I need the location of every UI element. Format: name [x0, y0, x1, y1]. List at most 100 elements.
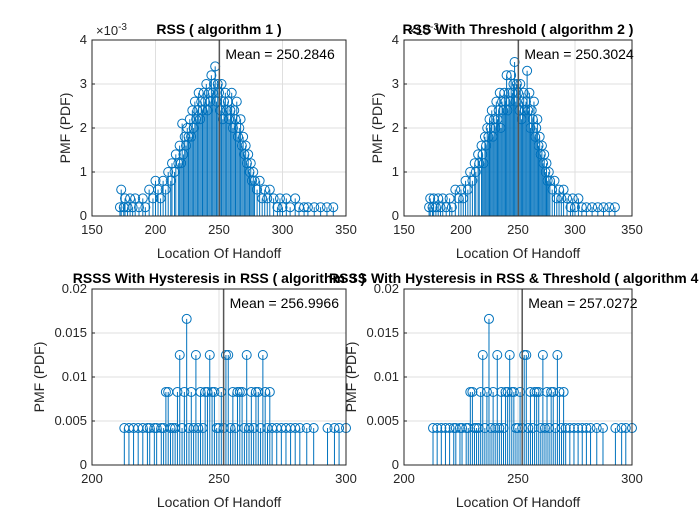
x-axis-label: Location Of Handoff: [456, 494, 580, 510]
stem-marker: [225, 423, 236, 434]
stem-marker: [160, 184, 171, 195]
stem-marker: [160, 386, 171, 397]
stem-marker: [492, 350, 503, 360]
x-tick-label: 250: [507, 471, 529, 486]
stem-marker: [496, 386, 507, 397]
stem-marker: [549, 175, 560, 186]
stem-marker: [585, 423, 596, 434]
y-tick-label: 0.01: [374, 369, 399, 384]
stem-marker: [537, 350, 548, 360]
stem-marker: [257, 350, 268, 360]
y-tick-label: 3: [80, 76, 87, 91]
stem-marker: [477, 350, 488, 360]
stem-marker: [502, 386, 513, 397]
stem-marker: [552, 350, 563, 360]
stem-marker: [533, 386, 544, 397]
stem-marker: [560, 423, 571, 434]
x-tick-label: 300: [621, 471, 643, 486]
x-tick-label: 250: [208, 222, 230, 237]
stem-marker: [208, 79, 219, 89]
stem-marker: [216, 79, 227, 89]
stem-marker: [495, 123, 506, 133]
stem-marker: [253, 386, 264, 397]
stem-marker: [147, 193, 158, 204]
subplot-title: RSS With Threshold ( algorithm 2 ): [403, 21, 634, 37]
stem-marker: [562, 193, 573, 204]
stem-marker: [463, 423, 474, 434]
x-tick-label: 150: [393, 222, 415, 237]
stem-marker: [450, 423, 461, 434]
stem-marker: [616, 423, 627, 434]
stem-marker: [450, 184, 461, 195]
y-tick-label: 0.02: [62, 281, 87, 296]
y-axis-label: PMF (PDF): [57, 93, 73, 164]
stem-marker: [264, 386, 275, 397]
stem-marker: [216, 386, 227, 397]
stem-marker: [277, 202, 288, 213]
stem-marker: [151, 423, 162, 434]
x-tick-label: 200: [450, 222, 472, 237]
stem-marker: [573, 423, 584, 434]
stem-marker: [264, 184, 275, 195]
y-axis-label: PMF (PDF): [369, 93, 385, 164]
stem-marker: [155, 193, 166, 204]
stem-marker: [556, 423, 567, 434]
stem-marker: [209, 386, 220, 397]
stem-marker: [581, 202, 592, 213]
stem-marker: [620, 423, 631, 434]
stem-marker: [169, 167, 180, 177]
y-tick-label: 1: [392, 164, 399, 179]
stem-marker: [498, 423, 509, 434]
stem-marker: [576, 202, 587, 213]
stem-marker: [473, 423, 484, 434]
y-tick-label: 0: [392, 457, 399, 472]
stem-marker: [462, 184, 473, 195]
y-tick-label: 3: [392, 76, 399, 91]
stem-marker: [568, 423, 579, 434]
stem-marker: [432, 423, 443, 434]
stem-marker: [133, 202, 144, 213]
axes-box: [91, 288, 347, 466]
stem-marker: [501, 70, 512, 81]
subplot-title: RSS ( algorithm 1 ): [156, 21, 281, 37]
stem-marker: [475, 386, 486, 397]
stem-marker: [190, 350, 201, 360]
stem-marker: [204, 350, 215, 360]
y-axis-label: PMF (PDF): [31, 342, 47, 413]
stem-marker: [172, 386, 183, 397]
stem-marker: [535, 423, 546, 434]
stem-marker: [504, 350, 515, 360]
stem-marker: [290, 423, 301, 434]
stem-marker: [592, 202, 603, 213]
stem-marker: [610, 423, 621, 434]
mean-label: Mean = 250.3024: [524, 46, 634, 62]
y-tick-label: 0.02: [374, 281, 399, 296]
axes-box: [403, 288, 633, 466]
stem-marker: [550, 423, 561, 434]
stem-marker: [144, 423, 155, 434]
y-tick-label: 4: [392, 32, 399, 47]
stem-marker: [577, 423, 588, 434]
x-tick-label: 300: [335, 471, 357, 486]
stem-marker: [246, 386, 257, 397]
y-tick-label: 0.015: [54, 325, 87, 340]
stem-marker: [195, 386, 206, 397]
stem-marker: [255, 423, 266, 434]
stem-marker: [440, 423, 451, 434]
stem-marker: [458, 193, 469, 204]
y-axis-label: PMF (PDF): [343, 342, 359, 413]
stem-marker: [254, 175, 265, 186]
x-tick-label: 150: [81, 222, 103, 237]
stem-marker: [483, 313, 494, 324]
y-tick-label: 0.01: [62, 369, 87, 384]
stem-marker: [598, 202, 609, 213]
stem-marker: [444, 423, 455, 434]
stem-marker: [558, 386, 569, 397]
stem-marker: [226, 87, 237, 98]
stem-marker: [516, 114, 527, 125]
stem-marker: [334, 423, 345, 434]
stem-marker: [428, 423, 439, 434]
subplot-4: 200 250 300 0 0.005 0.01 0.015 0.02 Mean = 257.0…: [329, 270, 700, 510]
stem-marker: [177, 423, 188, 434]
stem-marker: [322, 423, 333, 434]
